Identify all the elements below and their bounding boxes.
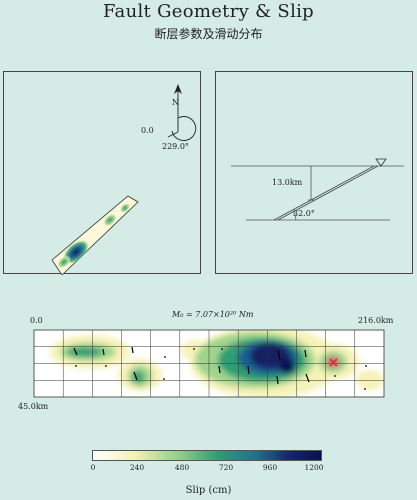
hypocenter-icon (329, 358, 338, 367)
dip-angle-label: 32.0° (293, 209, 315, 218)
strike-angle-label: 229.0° (162, 142, 189, 151)
slip-vectors (73, 346, 310, 385)
depth-label: 13.0km (272, 178, 303, 187)
strike-origin-label: 0.0 (141, 126, 154, 135)
map-view-canvas (51, 84, 197, 275)
colorbar-tick-1200: 1200 (304, 463, 324, 472)
colorbar-tick-0: 0 (90, 463, 96, 472)
slip-grid-canvas (33, 329, 385, 398)
cross-section-canvas (231, 158, 404, 221)
colorbar-title: Slip (cm) (185, 485, 232, 496)
figure-title: Fault Geometry & Slip (102, 1, 315, 22)
slip-small-dots (75, 348, 367, 390)
north-arrow-icon (174, 84, 182, 122)
strike-indicator-icon (167, 116, 197, 141)
map-view-panel: N 0.0 229.0° (3, 71, 201, 275)
colorbar-tick-720: 720 (218, 463, 234, 472)
figure-subtitle: 断层参数及滑动分布 (154, 27, 263, 41)
colorbar-tick-480: 480 (174, 463, 190, 472)
seismic-moment-label: M₀ = 7.07×10²⁰ Nm (172, 310, 254, 319)
cross-section-panel: 13.0km 32.0° (215, 71, 413, 274)
slip-left-top-label: 0.0 (30, 316, 43, 325)
slip-grid-lines (33, 329, 385, 398)
colorbar-tick-960: 960 (262, 463, 278, 472)
slip-right-top-label: 216.0km (358, 316, 394, 325)
colorbar-tick-240: 240 (129, 463, 145, 472)
slip-left-bottom-label: 45.0km (18, 402, 49, 411)
slip-panel: 0.0 216.0km M₀ = 7.07×10²⁰ Nm 45.0km (0, 300, 417, 420)
surface-marker-icon (375, 158, 387, 167)
north-label: N (172, 98, 179, 107)
colorbar (92, 450, 322, 461)
